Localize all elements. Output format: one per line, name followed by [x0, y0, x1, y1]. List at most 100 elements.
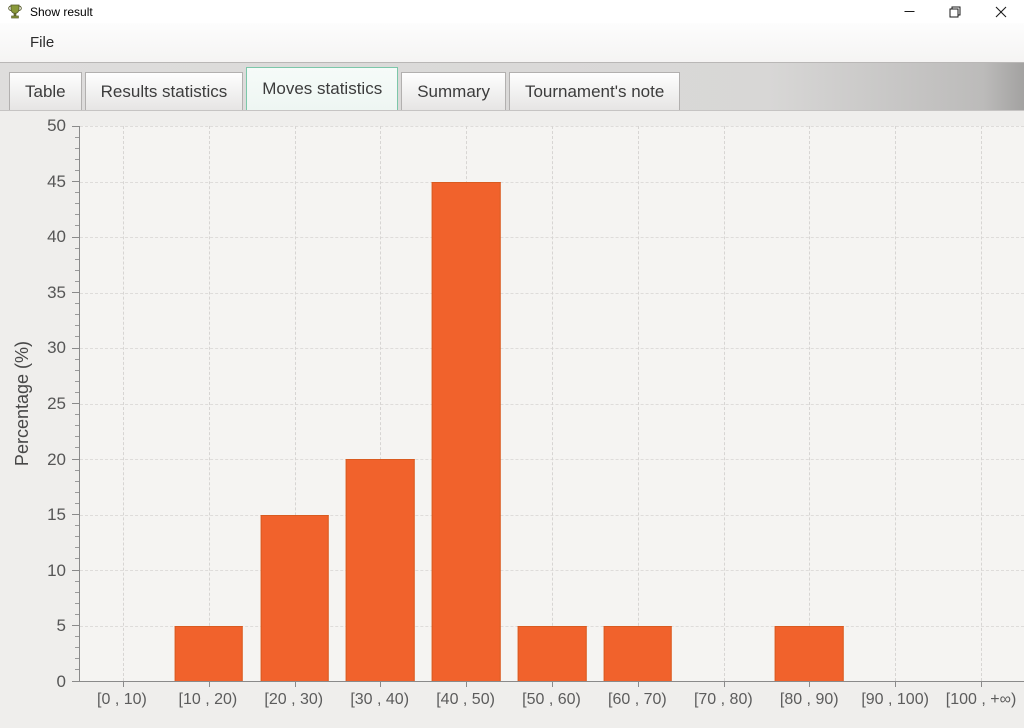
y-axis-tick: [72, 236, 79, 238]
y-axis-minor-tick: [75, 414, 79, 416]
x-axis-tick-label: [40 , 50): [436, 691, 495, 708]
y-axis-minor-tick: [75, 502, 79, 504]
y-axis-minor-tick: [75, 269, 79, 271]
y-axis-tick: [72, 569, 79, 571]
y-axis-tick: [72, 625, 79, 626]
y-axis-minor-tick: [75, 358, 79, 360]
bar: [603, 625, 673, 681]
y-axis-title: Percentage (%): [12, 341, 32, 467]
title-bar[interactable]: Show result: [0, 0, 1024, 23]
x-axis-tick: [122, 682, 124, 687]
y-axis-minor-tick: [75, 491, 79, 493]
y-axis-tick-label: 35: [47, 282, 66, 302]
y-axis-tick-label: 10: [47, 560, 66, 580]
gridline-vertical: [380, 126, 382, 681]
menu-bar: File: [0, 23, 1024, 62]
y-axis-minor-tick: [75, 280, 79, 282]
y-axis-minor-tick: [75, 247, 79, 249]
y-axis-tick-label: 45: [47, 171, 66, 191]
gridline-vertical: [122, 126, 124, 681]
y-axis-minor-tick: [75, 558, 79, 560]
y-axis-minor-tick: [75, 325, 79, 327]
y-axis-minor-tick: [75, 336, 79, 338]
y-axis-minor-tick: [75, 436, 79, 438]
y-axis-minor-tick: [75, 536, 79, 538]
minimize-button[interactable]: [886, 0, 932, 23]
x-axis-tick: [981, 682, 983, 687]
x-axis-tick: [637, 682, 639, 687]
x-axis-tick: [723, 682, 725, 687]
y-axis-minor-tick: [75, 669, 79, 671]
y-axis-minor-tick: [75, 480, 79, 482]
y-axis-tick-label: 15: [47, 505, 66, 525]
minimize-icon: [904, 11, 914, 12]
y-axis-minor-tick: [75, 602, 79, 604]
x-axis-tick: [380, 682, 382, 687]
y-axis-minor-tick: [75, 636, 79, 638]
bar: [346, 459, 415, 681]
tab-table[interactable]: Table: [9, 72, 82, 110]
y-axis-minor-tick: [75, 380, 79, 382]
x-axis-tick: [466, 682, 468, 687]
x-axis-tick: [895, 682, 897, 687]
restore-icon: [949, 6, 961, 17]
y-axis-tick: [72, 680, 79, 682]
x-axis-tick-label: [90 , 100): [861, 691, 929, 708]
x-axis-tick: [809, 682, 811, 687]
y-axis-tick: [72, 181, 79, 182]
x-axis-tick: [208, 682, 210, 687]
gridline-vertical: [637, 126, 639, 681]
y-axis-minor-tick: [75, 391, 79, 393]
tab-results-statistics[interactable]: Results statistics: [84, 72, 244, 110]
x-axis-labels: [0 , 10) [10 , 20) [20 , 30) [30 , 40) [40 ,…: [79, 691, 1024, 715]
y-axis-tick: [72, 125, 79, 127]
y-axis-minor-tick: [75, 314, 79, 316]
x-axis-tick-label: [60 , 70): [608, 691, 667, 708]
menu-item-file[interactable]: File: [30, 34, 55, 51]
bar: [431, 181, 501, 681]
bar: [775, 625, 844, 681]
y-axis-minor-tick: [75, 525, 79, 527]
gridline-vertical: [723, 126, 725, 681]
y-axis-tick-label: 50: [47, 116, 66, 135]
gridline-vertical: [809, 126, 811, 681]
y-axis-minor-tick: [75, 147, 79, 149]
y-axis-tick: [72, 514, 79, 515]
y-axis-tick-label: 40: [47, 227, 66, 247]
y-axis-minor-tick: [75, 425, 79, 427]
y-axis-minor-tick: [75, 169, 79, 171]
close-button[interactable]: [978, 0, 1024, 23]
x-axis-tick-label: [80 , 90): [779, 691, 839, 708]
y-axis-minor-tick: [75, 613, 79, 615]
bar: [174, 625, 244, 681]
maximize-button[interactable]: [932, 0, 978, 23]
x-axis-tick: [552, 682, 553, 687]
tab-summary[interactable]: Summary: [401, 72, 506, 110]
y-axis-minor-tick: [75, 258, 79, 260]
plot-area: [72, 125, 1024, 687]
y-axis-tick-label: 20: [47, 449, 66, 469]
y-axis-minor-tick: [75, 647, 79, 649]
gridline-vertical: [552, 126, 553, 681]
gridline-vertical: [981, 126, 983, 681]
x-axis-tick-label: [30 , 40): [350, 691, 410, 708]
tab-moves-statistics[interactable]: Moves statistics: [246, 67, 399, 110]
x-axis-tick-label: [20 , 30): [264, 691, 324, 708]
gridline-vertical: [208, 126, 210, 681]
trophy-icon: [7, 4, 23, 20]
tab-tournament-s-note[interactable]: Tournament's note: [508, 72, 681, 110]
y-axis-minor-tick: [75, 214, 79, 216]
bar: [517, 625, 587, 681]
moves-statistics-pane: Percentage (%) [0 , 10) [10 , 20) [20 , 30…: [0, 110, 1024, 728]
x-axis-tick-label: [70 , 80): [693, 691, 753, 708]
y-axis-minor-tick: [75, 225, 79, 227]
y-axis-minor-tick: [75, 203, 79, 205]
y-axis-tick: [72, 458, 79, 460]
y-axis-tick-label: 25: [47, 394, 66, 413]
close-icon: [995, 6, 1007, 17]
y-axis-tick: [72, 292, 79, 293]
y-axis-tick-label: 30: [47, 338, 66, 358]
x-axis-tick-label: [0 , 10): [97, 691, 147, 708]
bar: [260, 514, 329, 681]
